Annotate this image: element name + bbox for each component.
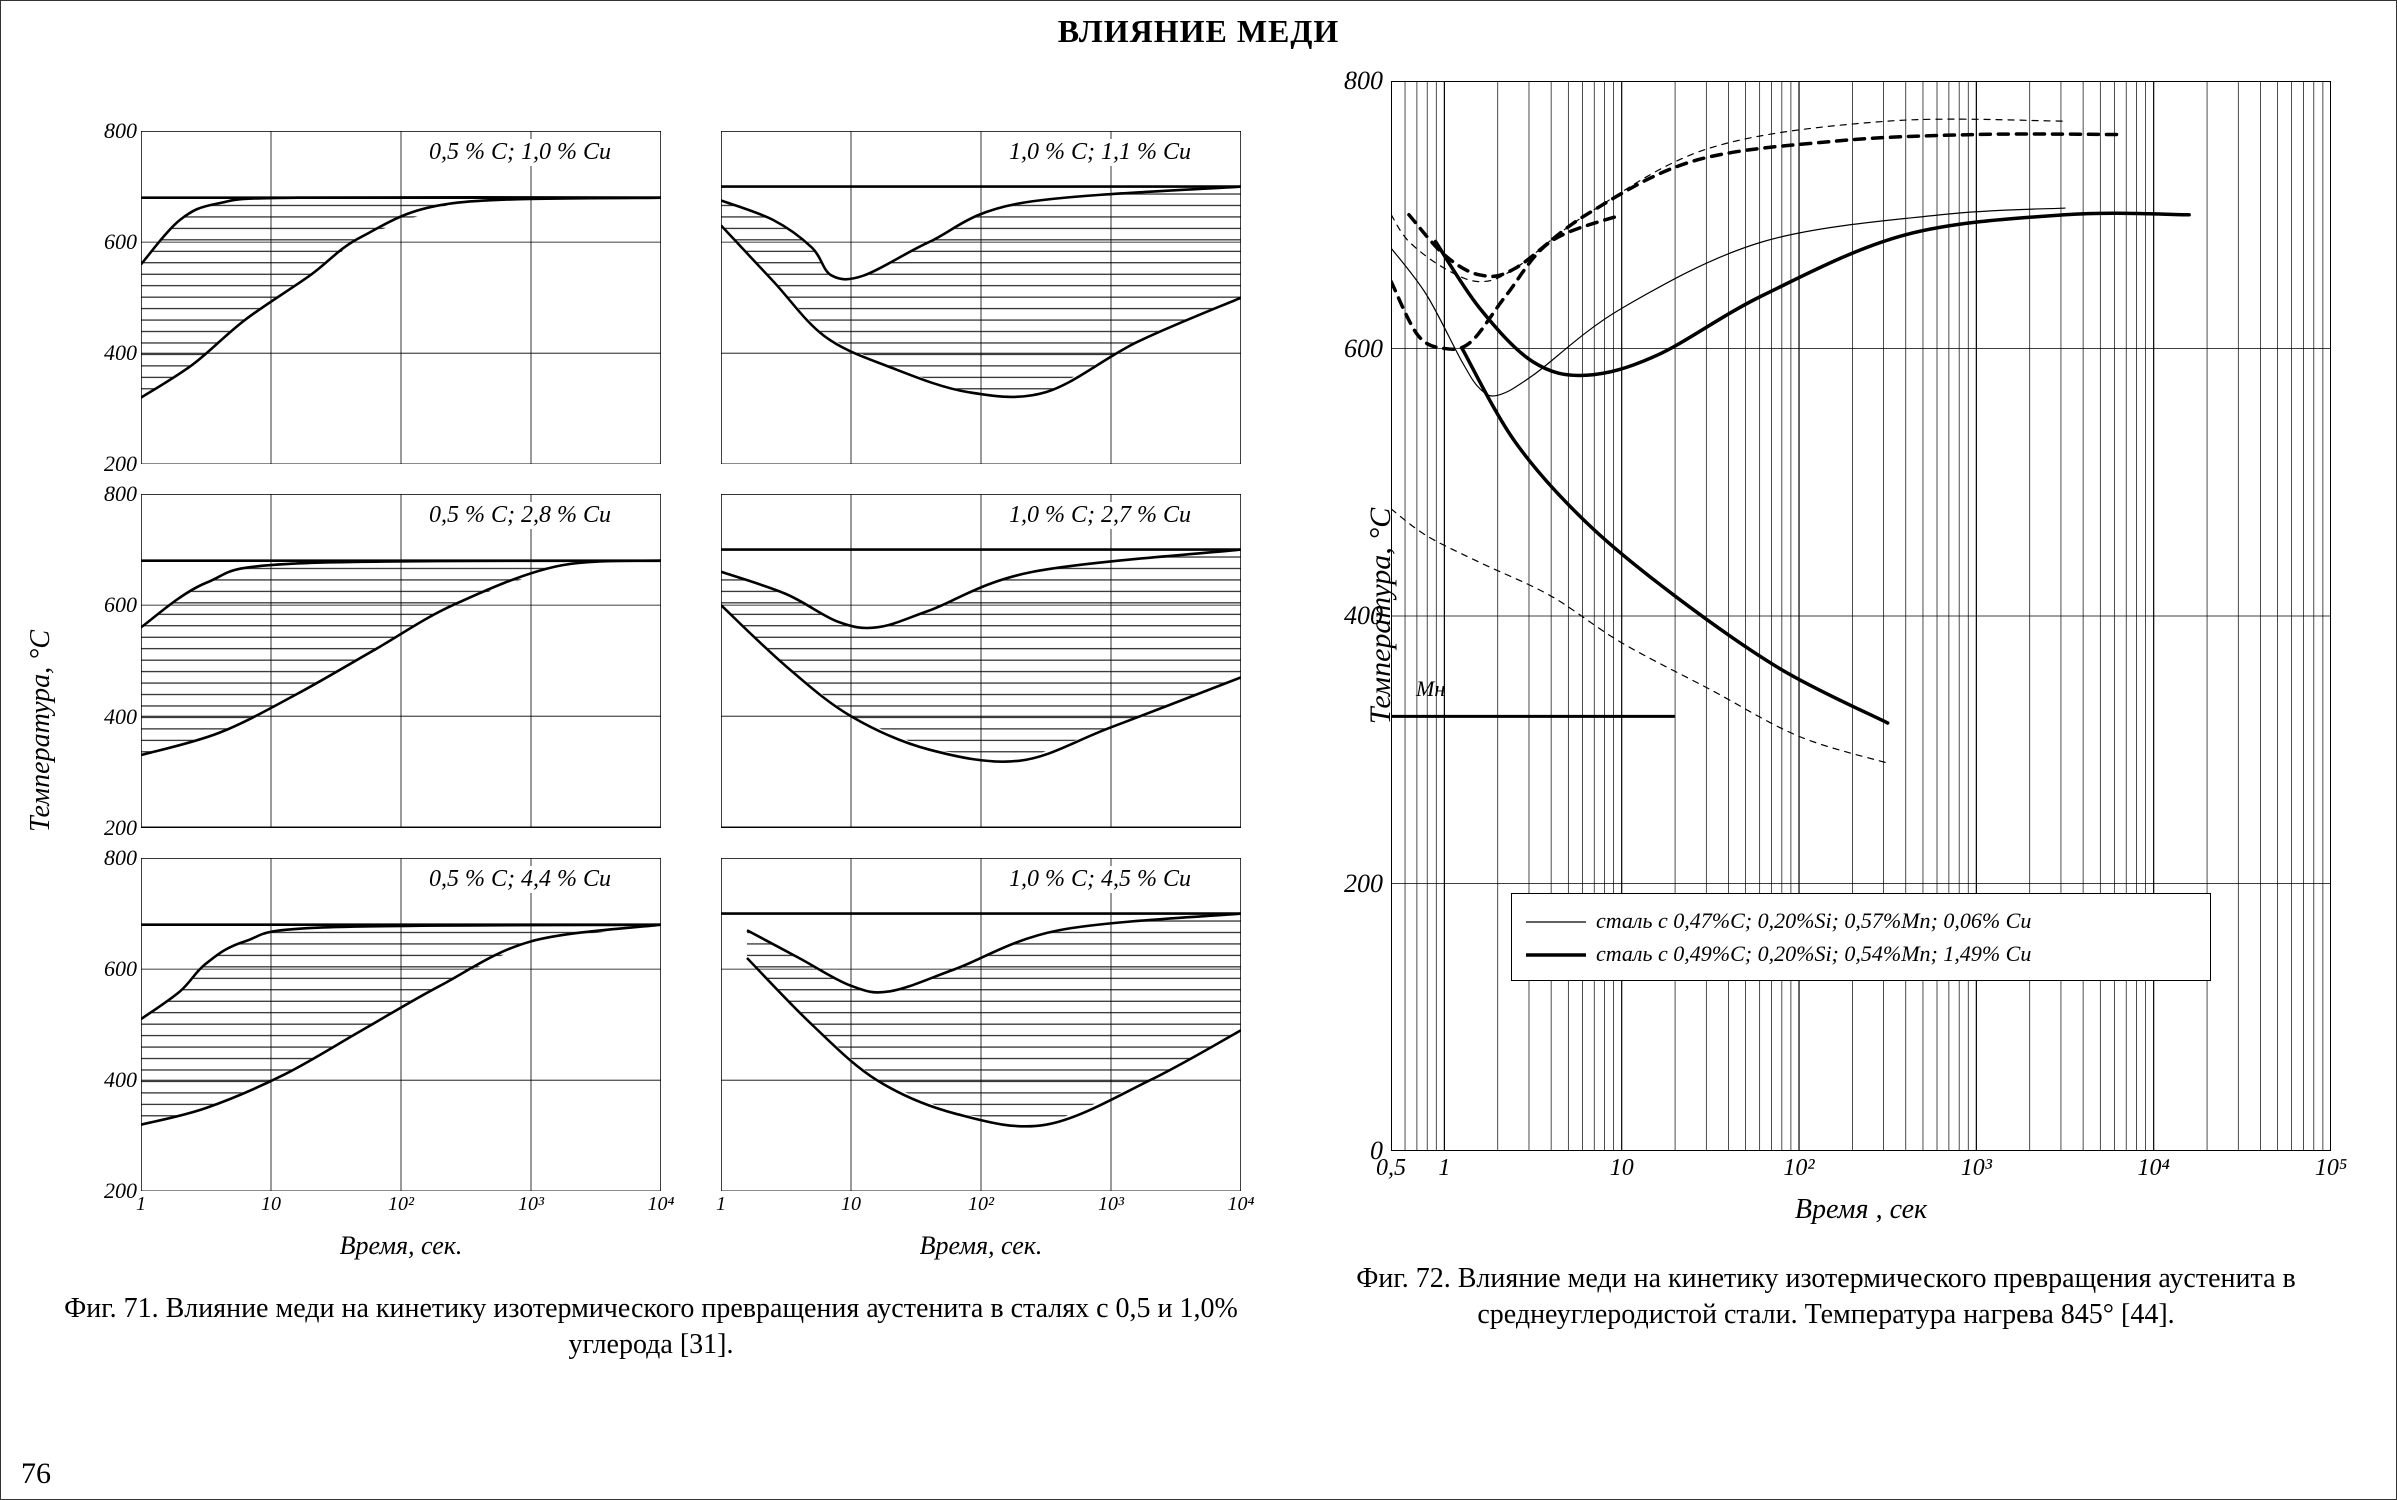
- subplot-label: 1,0 % С; 2,7 % Си: [1009, 502, 1191, 529]
- fig71-subplot-5: 11010²10³10⁴Время, сек.1,0 % С; 4,5 % Си: [721, 858, 1241, 1191]
- subplot-label: 1,0 % С; 1,1 % Си: [1009, 139, 1191, 166]
- fig72-x-label: Время , сек: [1795, 1194, 1927, 1226]
- mh-label: Мн: [1416, 676, 1445, 702]
- x-tick: 0,5: [1376, 1151, 1406, 1182]
- x-tick: 10⁴: [648, 1191, 675, 1216]
- subplot-label: 1,0 % С; 4,5 % Си: [1009, 866, 1191, 893]
- x-tick: 1: [136, 1191, 146, 1216]
- legend-row: сталь с 0,47%С; 0,20%Si; 0,57%Мn; 0,06% …: [1526, 904, 2196, 937]
- subplot-label: 0,5 % С; 4,4 % Си: [429, 866, 611, 893]
- x-tick: 10³: [1961, 1151, 1992, 1182]
- page-title: ВЛИЯНИЕ МЕДИ: [1, 13, 2396, 50]
- y-tick: 800: [104, 845, 141, 871]
- y-tick: 400: [104, 1067, 141, 1093]
- fig72-legend: сталь с 0,47%С; 0,20%Si; 0,57%Мn; 0,06% …: [1511, 893, 2211, 981]
- fig71-subplot-3: 1,0 % С; 2,7 % Си: [721, 494, 1241, 827]
- x-axis-label: Время, сек.: [920, 1231, 1043, 1261]
- y-tick: 400: [1344, 601, 1391, 631]
- y-tick: 400: [104, 340, 141, 366]
- fig72-svg: [1391, 81, 2331, 1151]
- y-tick: 600: [104, 592, 141, 618]
- x-tick: 10²: [388, 1191, 414, 1216]
- x-axis-label: Время, сек.: [340, 1231, 463, 1261]
- legend-swatch: [1526, 951, 1586, 959]
- fig71-y-label: Температура, °С: [25, 630, 57, 832]
- x-tick: 10³: [518, 1191, 544, 1216]
- y-tick: 800: [1344, 66, 1391, 96]
- y-tick: 600: [104, 956, 141, 982]
- legend-text: сталь с 0,47%С; 0,20%Si; 0,57%Мn; 0,06% …: [1596, 904, 2031, 937]
- x-tick: 10: [261, 1191, 281, 1216]
- x-tick: 10³: [1098, 1191, 1124, 1216]
- x-tick: 1: [1438, 1151, 1450, 1182]
- fig71-caption: Фиг. 71. Влияние меди на кинетику изотер…: [51, 1291, 1251, 1364]
- y-tick: 400: [104, 704, 141, 730]
- x-tick: 10⁴: [1228, 1191, 1255, 1216]
- x-tick: 10: [841, 1191, 861, 1216]
- fig72-chart-area: Температура, °С Время , сек сталь с 0,47…: [1391, 81, 2331, 1151]
- fig71-subplot-2: 2004006008000,5 % С; 2,8 % Си: [141, 494, 661, 827]
- fig72-panel: Температура, °С Время , сек сталь с 0,47…: [1301, 81, 2351, 1361]
- y-tick: 200: [1344, 869, 1391, 899]
- x-tick: 10²: [968, 1191, 994, 1216]
- x-tick: 10²: [1783, 1151, 1814, 1182]
- y-tick: 600: [1344, 334, 1391, 364]
- y-tick: 600: [104, 229, 141, 255]
- x-tick: 10⁴: [2138, 1151, 2170, 1182]
- legend-swatch: [1526, 918, 1586, 926]
- x-tick: 1: [716, 1191, 726, 1216]
- fig71-subplot-1: 1,0 % С; 1,1 % Си: [721, 131, 1241, 464]
- fig71-grid: 2004006008000,5 % С; 1,0 % Си 1,0 % С; 1,…: [141, 131, 1241, 1191]
- y-tick: 200: [104, 815, 141, 841]
- x-tick: 10⁵: [2315, 1151, 2347, 1182]
- y-tick: 800: [104, 481, 141, 507]
- fig71-subplot-0: 2004006008000,5 % С; 1,0 % Си: [141, 131, 661, 464]
- page: ВЛИЯНИЕ МЕДИ Температура, °С 20040060080…: [0, 0, 2397, 1500]
- fig71-panel: Температура, °С 2004006008000,5 % С; 1,0…: [51, 131, 1251, 1331]
- y-tick: 800: [104, 118, 141, 144]
- page-number: 76: [21, 1457, 51, 1491]
- y-tick: 200: [104, 451, 141, 477]
- legend-row: сталь с 0,49%С; 0,20%Si; 0,54%Мn; 1,49% …: [1526, 937, 2196, 970]
- subplot-label: 0,5 % С; 2,8 % Си: [429, 502, 611, 529]
- subplot-label: 0,5 % С; 1,0 % Си: [429, 139, 611, 166]
- fig71-subplot-4: 20040060080011010²10³10⁴Время, сек.0,5 %…: [141, 858, 661, 1191]
- legend-text: сталь с 0,49%С; 0,20%Si; 0,54%Мn; 1,49% …: [1596, 937, 2031, 970]
- x-tick: 10: [1610, 1151, 1634, 1182]
- fig72-caption: Фиг. 72. Влияние меди на кинетику изотер…: [1301, 1261, 2351, 1334]
